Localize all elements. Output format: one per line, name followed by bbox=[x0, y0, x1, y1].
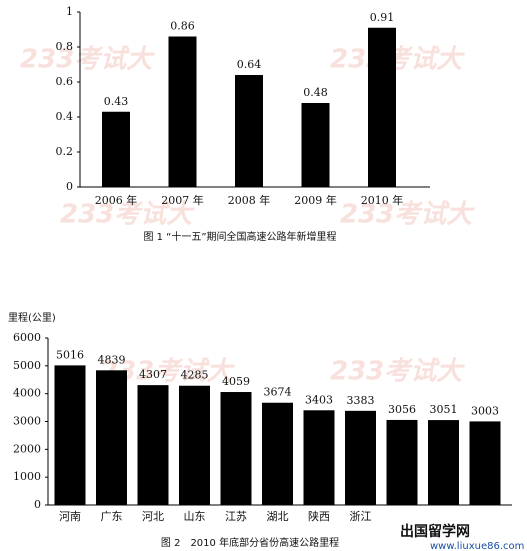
y-tick-label: 0.6 bbox=[56, 75, 74, 88]
bar bbox=[262, 402, 293, 505]
caption: 图 2 2010 年底部分省份高速公路里程 bbox=[161, 536, 339, 549]
bar bbox=[137, 385, 169, 505]
y-tick-label: 6000 bbox=[13, 331, 41, 344]
value-label: 0.64 bbox=[237, 58, 262, 71]
x-tick-label: 2008 年 bbox=[228, 193, 271, 207]
bar bbox=[235, 75, 263, 187]
y-tick-label: 0.2 bbox=[56, 145, 74, 158]
value-label: 4285 bbox=[181, 369, 209, 382]
x-tick-label: 2010 年 bbox=[361, 193, 404, 207]
value-label: 3383 bbox=[347, 394, 375, 407]
watermark: 233考试大 bbox=[20, 45, 155, 75]
bar bbox=[54, 365, 86, 505]
bar bbox=[368, 27, 396, 187]
value-label: 0.48 bbox=[303, 86, 328, 99]
bar bbox=[345, 410, 376, 505]
bar bbox=[469, 421, 501, 505]
value-label: 4839 bbox=[98, 353, 126, 366]
y-tick-label: 1000 bbox=[13, 470, 41, 483]
x-tick-label: 河南 bbox=[59, 510, 81, 523]
value-label: 4307 bbox=[139, 368, 167, 381]
x-tick-label: 广东 bbox=[101, 510, 123, 523]
x-tick-label: 2006 年 bbox=[95, 193, 138, 207]
x-tick-label: 浙江 bbox=[350, 510, 372, 523]
bar bbox=[96, 370, 127, 505]
x-tick-label: 陕西 bbox=[308, 509, 330, 523]
value-label: 5016 bbox=[56, 348, 84, 361]
y-tick-label: 0.4 bbox=[56, 110, 74, 123]
bar bbox=[220, 392, 252, 505]
y-tick-label: 0 bbox=[66, 180, 73, 193]
y-tick-label: 5000 bbox=[13, 359, 41, 372]
y-tick-label: 0.8 bbox=[56, 40, 74, 53]
value-label: 3051 bbox=[430, 403, 458, 416]
x-tick-label: 山东 bbox=[184, 510, 206, 523]
y-tick-label: 3000 bbox=[13, 415, 41, 428]
value-label: 3003 bbox=[471, 404, 499, 417]
bar bbox=[168, 36, 197, 187]
value-label: 3403 bbox=[305, 393, 333, 406]
y-tick-label: 0 bbox=[34, 498, 41, 511]
value-label: 0.86 bbox=[170, 20, 195, 33]
x-tick-label: 湖北 bbox=[267, 510, 289, 523]
value-label: 3674 bbox=[264, 386, 292, 399]
value-label: 0.43 bbox=[104, 95, 129, 108]
watermark: 233考试大 bbox=[330, 357, 465, 387]
y-tick-label: 4000 bbox=[13, 387, 41, 400]
bar bbox=[303, 410, 335, 505]
bar bbox=[102, 111, 130, 187]
y-axis-label: 里程(公里) bbox=[8, 312, 56, 324]
brand-url: www.liuxue86.com bbox=[430, 541, 524, 551]
bar bbox=[301, 103, 330, 187]
x-tick-label: 2007 年 bbox=[161, 193, 204, 207]
value-label: 3056 bbox=[388, 403, 416, 416]
y-tick-label: 1 bbox=[66, 5, 73, 18]
y-tick-label: 2000 bbox=[13, 442, 41, 455]
value-label: 4059 bbox=[222, 375, 250, 388]
value-label: 0.91 bbox=[370, 11, 395, 24]
caption: 图 1 “十一五”期间全国高速公路年新增里程 bbox=[143, 230, 336, 243]
bar bbox=[386, 419, 418, 505]
watermark: 233考试大 bbox=[60, 200, 195, 230]
watermark: 233考试大 bbox=[330, 45, 465, 75]
bar bbox=[428, 420, 459, 505]
x-tick-label: 河北 bbox=[142, 510, 164, 523]
brand: 出国留学网 bbox=[400, 523, 470, 540]
bar bbox=[179, 385, 210, 505]
x-tick-label: 江苏 bbox=[225, 510, 247, 523]
watermark: 233考试大 bbox=[340, 200, 475, 230]
x-tick-label: 2009 年 bbox=[294, 193, 337, 207]
